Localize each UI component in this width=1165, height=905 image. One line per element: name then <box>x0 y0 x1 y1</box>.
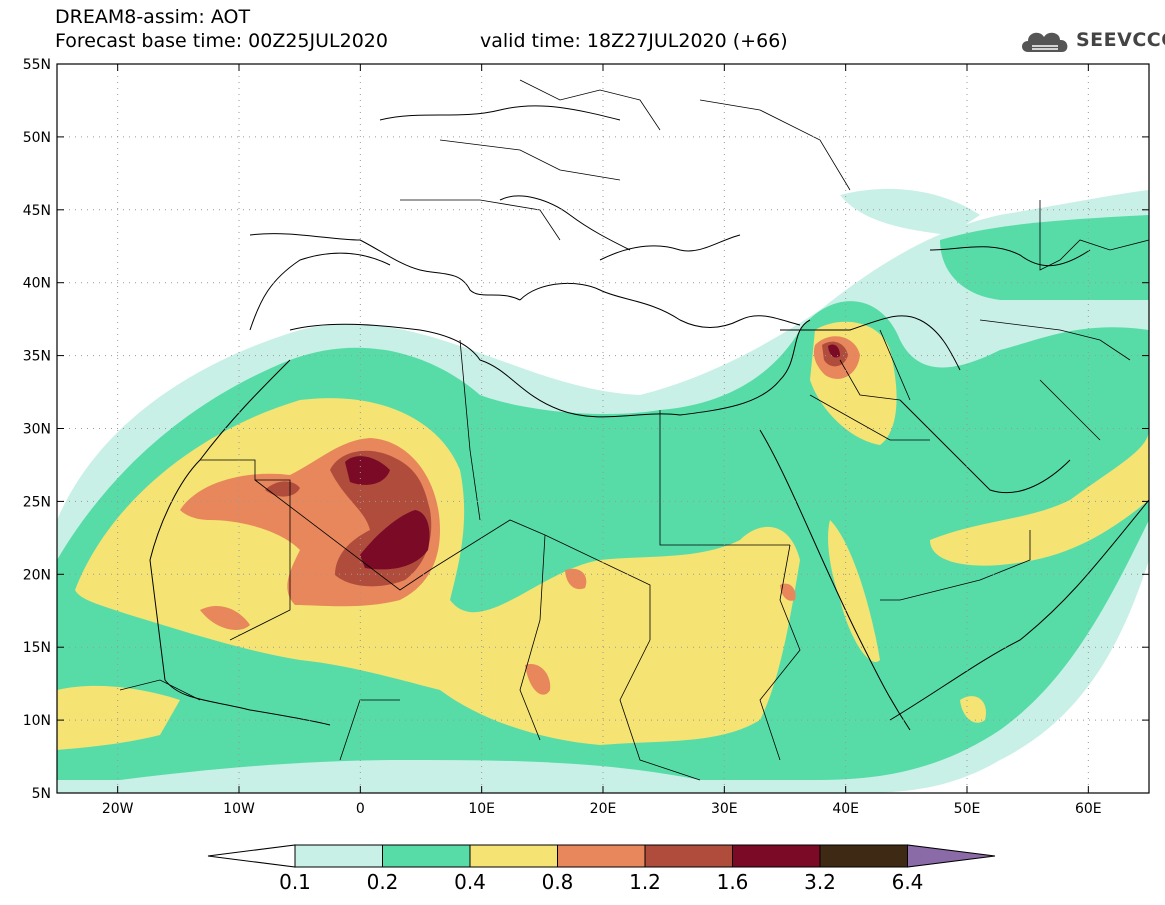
colorbar-level-label: 1.6 <box>716 870 749 894</box>
lat-label: 20N <box>23 567 51 583</box>
forecast-time-line: Forecast base time: 00Z25JUL2020 valid ti… <box>55 30 788 52</box>
colorbar-level-label: 0.2 <box>366 870 399 894</box>
colorbar-swatch <box>557 844 646 868</box>
lon-label: 40E <box>832 801 859 817</box>
lat-label: 5N <box>32 786 51 802</box>
lon-label: 50E <box>954 801 981 817</box>
colorbar-swatch <box>469 844 558 868</box>
colorbar-level-label: 0.8 <box>541 870 574 894</box>
colorbar-low-arrow <box>207 844 296 868</box>
lat-label: 55N <box>23 57 51 73</box>
chart-title: DREAM8-assim: AOT <box>55 6 251 28</box>
lat-label: 25N <box>23 494 51 510</box>
colorbar-swatch <box>819 844 908 868</box>
lat-label: 10N <box>23 713 51 729</box>
colorbar-swatch <box>732 844 821 868</box>
lon-label: 20E <box>590 801 617 817</box>
lon-label: 10W <box>223 801 255 817</box>
lon-label: 20W <box>102 801 134 817</box>
colorbar <box>207 844 996 868</box>
colorbar-level-label: 6.4 <box>891 870 924 894</box>
lat-label: 45N <box>23 203 51 219</box>
colorbar-level-label: 0.1 <box>279 870 311 894</box>
lon-label: 60E <box>1075 801 1102 817</box>
gridlines <box>57 64 1149 793</box>
colorbar-swatch <box>294 844 383 868</box>
colorbar-level-label: 1.2 <box>629 870 661 894</box>
colorbar-swatch <box>382 844 471 868</box>
colorbar-high-arrow <box>907 844 996 868</box>
logo-text: SEEVCCC <box>1076 29 1165 51</box>
lon-label: 30E <box>711 801 738 817</box>
colorbar-swatch <box>644 844 733 868</box>
coastlines <box>149 105 1149 731</box>
cloud-icon <box>1022 32 1068 52</box>
lat-label: 50N <box>23 130 51 146</box>
aot-contour-1.6 <box>345 456 390 485</box>
lon-label: 10E <box>468 801 495 817</box>
colorbar-level-label: 3.2 <box>804 870 836 894</box>
lat-label: 35N <box>23 349 51 365</box>
country-borders <box>119 79 1149 781</box>
seevccc-logo: SEEVCCC <box>1018 26 1165 56</box>
lat-label: 15N <box>23 640 51 656</box>
lon-label: 0 <box>356 801 365 817</box>
lat-label: 40N <box>23 276 51 292</box>
base-time: Forecast base time: 00Z25JUL2020 <box>55 30 388 52</box>
map-axes: 20W 10W 0 10E 20E 30E 40E 50E 60E 5N 10N 15N 20N 25N 3… <box>23 57 1149 817</box>
valid-time: valid time: 18Z27JUL2020 (+66) <box>480 30 788 52</box>
lat-label: 30N <box>23 422 51 438</box>
colorbar-level-label: 0.4 <box>454 870 486 894</box>
